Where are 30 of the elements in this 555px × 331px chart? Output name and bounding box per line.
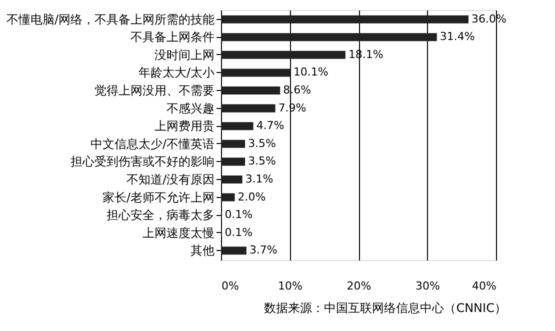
- data-label: 0.1%: [224, 226, 253, 239]
- data-label: 2.0%: [238, 190, 266, 204]
- y-tick-label: 觉得上网没用、不需要: [94, 84, 214, 98]
- data-label: 3.5%: [248, 154, 276, 168]
- x-tick-label: 40%: [472, 280, 496, 292]
- y-tick-label: 其他: [190, 244, 214, 258]
- data-label: 4.7%: [256, 119, 284, 132]
- source-note: 数据来源：中国互联网络信息中心（CNNIC）: [264, 301, 506, 315]
- y-tick-label: 不懂电脑/网络，不具备上网所需的技能: [6, 12, 214, 26]
- y-tick-label: 家长/老师不允许上网: [102, 190, 214, 204]
- x-tick-label: 30%: [416, 280, 440, 292]
- y-tick-label: 年龄太大/太小: [138, 66, 214, 80]
- y-tick-label: 担心受到伤害或不好的影响: [70, 154, 214, 169]
- y-tick-label: 上网速度太慢: [142, 226, 214, 240]
- y-tick-label: 不感兴趣: [166, 101, 214, 116]
- data-label: 31.4%: [440, 30, 475, 44]
- y-tick-label: 不知道/没有原因: [126, 172, 214, 186]
- y-tick-label: 中文信息太少/不懂英语: [90, 136, 214, 151]
- y-tick-label: 没时间上网: [154, 48, 214, 62]
- data-label: 0.1%: [224, 208, 253, 222]
- data-label: 3.5%: [248, 136, 276, 150]
- data-label: 3.1%: [245, 172, 274, 186]
- x-tick-label: 0%: [222, 280, 239, 292]
- data-label: 3.7%: [249, 244, 278, 257]
- x-tick-label: 20%: [346, 280, 372, 292]
- y-tick-label: 上网费用贵: [154, 119, 214, 134]
- y-tick-label: 不具备上网条件: [130, 30, 214, 44]
- x-tick-label: 10%: [278, 280, 302, 292]
- data-label: 10.1%: [293, 66, 328, 79]
- y-tick-label: 担心安全，病毒太多: [106, 208, 214, 222]
